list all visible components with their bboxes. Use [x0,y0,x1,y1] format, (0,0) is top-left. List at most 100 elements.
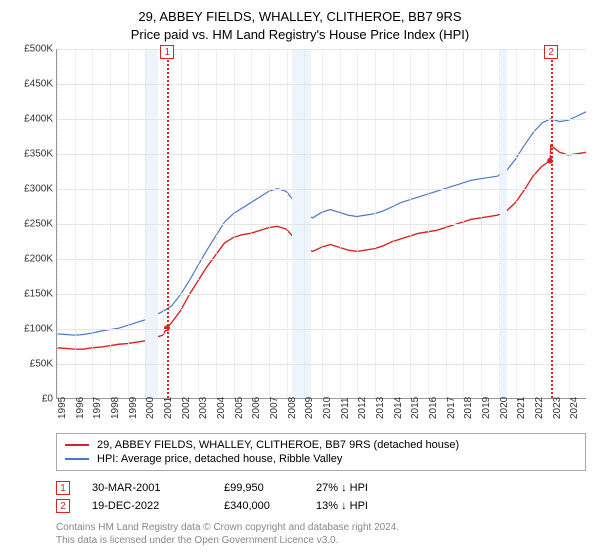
vgrid [340,49,341,398]
vgrid [234,49,235,398]
transaction-date: 19-DEC-2022 [92,500,202,512]
x-tick-label: 2006 [251,397,262,419]
vgrid [516,49,517,398]
vgrid [92,49,93,398]
transaction-marker-line [167,49,169,398]
vgrid [481,49,482,398]
vgrid [463,49,464,398]
x-tick-label: 2022 [534,397,545,419]
vgrid [75,49,76,398]
y-tick-label: £300K [13,184,53,195]
x-tick-label: 2012 [357,397,368,419]
vgrid [198,49,199,398]
y-tick-label: £100K [13,324,53,335]
legend-row: HPI: Average price, detached house, Ribb… [65,452,577,466]
transaction-marker-label: 1 [160,45,174,59]
vgrid [287,49,288,398]
vgrid [410,49,411,398]
transaction-table: 1 30-MAR-2001 £99,950 27% ↓ HPI 2 19-DEC-2022… [56,479,588,515]
legend-row: 29, ABBEY FIELDS, WHALLEY, CLITHEROE, BB… [65,438,577,452]
vgrid [145,49,146,398]
vgrid [428,49,429,398]
x-tick-label: 2019 [481,397,492,419]
x-tick-label: 1995 [57,397,68,419]
plot-area: £0£50K£100K£150K£200K£250K£300K£350K£400… [56,49,586,399]
transaction-price: £99,950 [224,482,294,494]
vgrid [569,49,570,398]
title-address: 29, ABBEY FIELDS, WHALLEY, CLITHEROE, BB… [12,8,588,26]
x-tick-label: 2005 [234,397,245,419]
x-tick-label: 2016 [428,397,439,419]
vgrid [322,49,323,398]
vgrid [304,49,305,398]
x-tick-label: 2001 [163,397,174,419]
y-tick-label: £450K [13,79,53,90]
vgrid [181,49,182,398]
x-tick-label: 2004 [216,397,227,419]
x-tick-label: 1997 [92,397,103,419]
transaction-hpi-delta: 27% ↓ HPI [316,482,406,494]
x-tick-label: 1996 [75,397,86,419]
x-tick-label: 2002 [181,397,192,419]
vgrid [499,49,500,398]
vgrid [216,49,217,398]
vgrid [110,49,111,398]
x-tick-label: 2017 [446,397,457,419]
x-tick-label: 2008 [287,397,298,419]
x-tick-label: 2003 [198,397,209,419]
x-tick-label: 2011 [340,398,351,420]
transaction-row-marker: 2 [56,499,70,513]
transaction-marker-line [551,49,553,398]
footer-line-2: This data is licensed under the Open Gov… [56,534,588,547]
chart-title: 29, ABBEY FIELDS, WHALLEY, CLITHEROE, BB… [12,8,588,43]
x-tick-label: 1998 [110,397,121,419]
y-tick-label: £200K [13,254,53,265]
y-tick-label: £400K [13,114,53,125]
legend: 29, ABBEY FIELDS, WHALLEY, CLITHEROE, BB… [56,433,586,471]
vgrid [534,49,535,398]
legend-swatch [65,458,89,460]
vgrid [393,49,394,398]
legend-label: 29, ABBEY FIELDS, WHALLEY, CLITHEROE, BB… [97,439,459,451]
x-tick-label: 2007 [269,397,280,419]
vgrid [375,49,376,398]
vgrid [269,49,270,398]
legend-swatch [65,444,89,446]
footer-line-1: Contains HM Land Registry data © Crown c… [56,521,588,534]
y-tick-label: £350K [13,149,53,160]
x-tick-label: 2018 [463,397,474,419]
vgrid [163,49,164,398]
y-tick-label: £150K [13,289,53,300]
vgrid [251,49,252,398]
x-tick-label: 2015 [410,397,421,419]
price-chart-card: 29, ABBEY FIELDS, WHALLEY, CLITHEROE, BB… [0,0,600,553]
transaction-row: 1 30-MAR-2001 £99,950 27% ↓ HPI [56,479,588,497]
y-tick-label: £500K [13,44,53,55]
x-tick-label: 2000 [145,397,156,419]
legend-label: HPI: Average price, detached house, Ribb… [97,453,342,465]
transaction-price: £340,000 [224,500,294,512]
y-tick-label: £250K [13,219,53,230]
transaction-row: 2 19-DEC-2022 £340,000 13% ↓ HPI [56,497,588,515]
y-tick-label: £0 [13,394,53,405]
x-tick-label: 2024 [569,397,580,419]
transaction-row-marker: 1 [56,481,70,495]
x-tick-label: 1999 [128,397,139,419]
x-tick-label: 2021 [516,397,527,419]
x-tick-label: 2014 [393,397,404,419]
x-tick-label: 2013 [375,397,386,419]
vgrid [446,49,447,398]
transaction-marker-label: 2 [544,45,558,59]
title-subtitle: Price paid vs. HM Land Registry's House … [12,26,588,44]
vgrid [357,49,358,398]
attribution-footer: Contains HM Land Registry data © Crown c… [56,521,588,547]
x-tick-label: 2023 [552,397,563,419]
vgrid [128,49,129,398]
transaction-hpi-delta: 13% ↓ HPI [316,500,406,512]
x-tick-label: 2009 [304,397,315,419]
x-tick-label: 2020 [499,397,510,419]
transaction-date: 30-MAR-2001 [92,482,202,494]
vgrid [57,49,58,398]
x-tick-label: 2010 [322,397,333,419]
y-tick-label: £50K [13,359,53,370]
